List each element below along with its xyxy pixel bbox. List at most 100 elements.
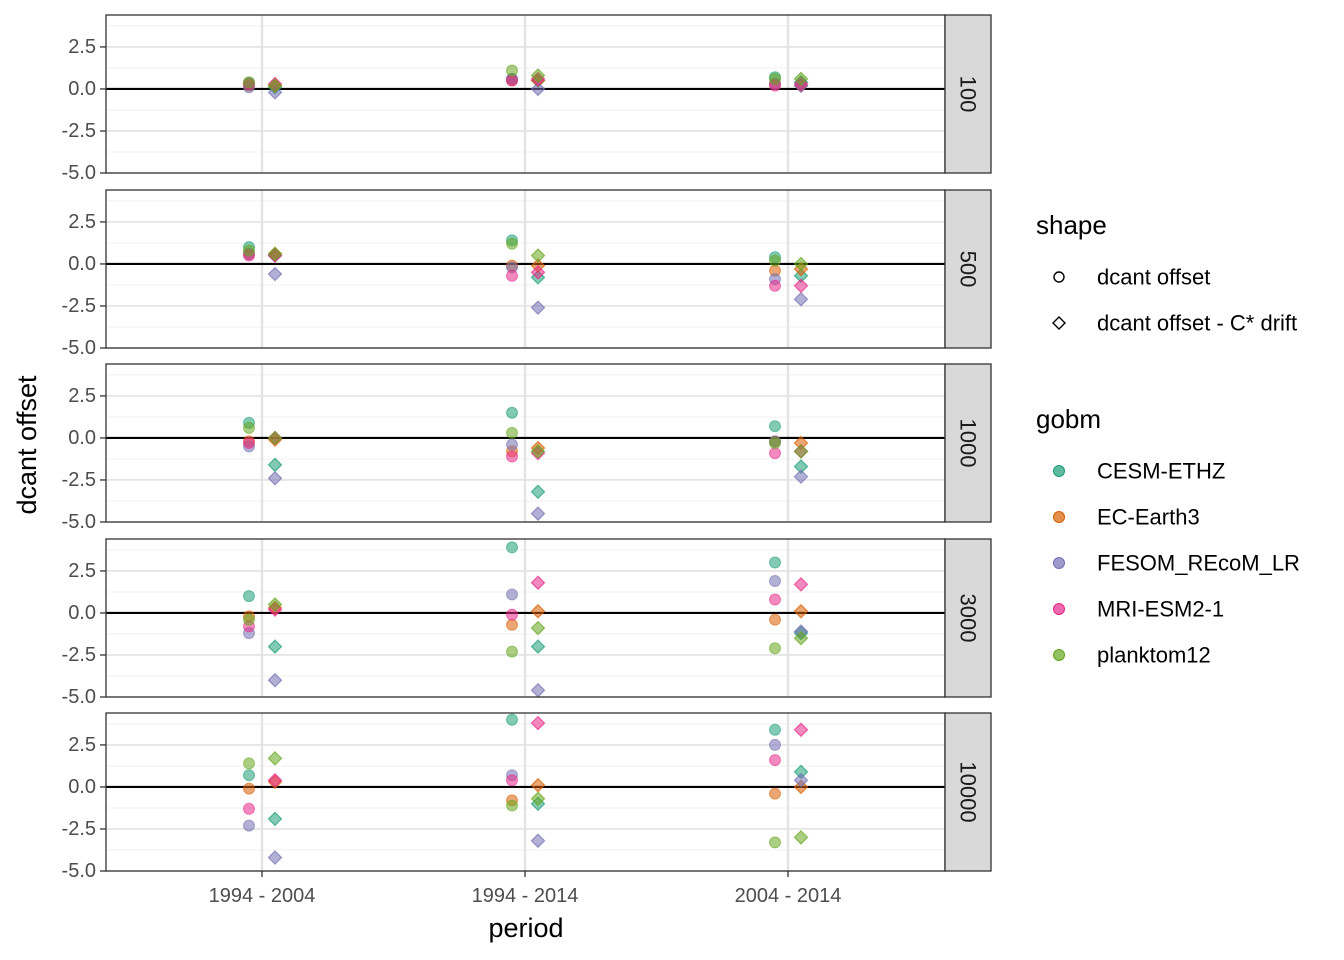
data-point-circle <box>506 64 518 77</box>
data-point-circle <box>769 254 781 267</box>
facet-strip-label: 3000 <box>956 594 981 643</box>
facet-panel-500: 500 -5.0 -2.5 0.0 2.5 <box>62 189 992 359</box>
data-point-diamond <box>793 444 809 459</box>
data-point-circle <box>243 590 255 603</box>
data-point-circle <box>506 438 518 451</box>
data-point-circle <box>243 437 255 449</box>
data-point-circle <box>769 787 781 800</box>
data-point-circle <box>769 420 781 433</box>
facet-strip <box>944 363 992 523</box>
data-point-diamond <box>793 71 809 87</box>
data-point-diamond <box>530 575 546 591</box>
legend-label: planktom12 <box>1097 643 1211 668</box>
legends: shape dcant offset dcant offset - C* drift… <box>1036 210 1300 668</box>
data-point-diamond <box>267 751 283 766</box>
legend-label: FESOM_REcoM_LR <box>1097 551 1300 576</box>
y-tick-label: -2.5 <box>62 469 96 491</box>
x-axis: 1994 - 2004 1994 - 2014 2004 - 2014 <box>209 871 842 907</box>
data-point-circle <box>506 450 518 463</box>
legend-key-color-icon <box>1053 557 1065 569</box>
data-point-circle <box>506 406 518 419</box>
data-point-circle <box>769 437 781 449</box>
facet-strip-label: 1000 <box>956 419 981 468</box>
legend-label: dcant offset - C* drift <box>1097 311 1297 336</box>
data-point-circle <box>506 269 518 282</box>
data-point-circle <box>769 593 781 606</box>
facet-panel-3000: 3000 -5.0 -2.5 0.0 2.5 <box>62 538 992 708</box>
data-point-circle <box>769 575 781 588</box>
data-point-diamond <box>530 81 546 97</box>
y-tick-label: -2.5 <box>62 120 96 142</box>
facet-strip <box>944 712 992 872</box>
data-point-circle <box>243 757 255 770</box>
y-tick-label: -5.0 <box>62 511 96 533</box>
facet-strip-label: 500 <box>956 251 981 288</box>
data-point-circle <box>769 723 781 736</box>
facet-panel-100: 100 -5.0 -2.5 0.0 2.5 <box>62 14 992 184</box>
data-point-diamond <box>267 597 283 612</box>
data-point-circle <box>769 738 781 751</box>
data-point-diamond <box>793 772 809 788</box>
data-point-circle <box>243 244 255 257</box>
legend-label: CESM-ETHZ <box>1097 459 1225 484</box>
data-point-circle <box>506 541 518 554</box>
data-point-circle <box>769 556 781 569</box>
data-point-circle <box>769 836 781 849</box>
y-tick-label: 0.0 <box>68 776 96 798</box>
facet-strip-label: 10000 <box>956 761 981 822</box>
y-tick-label: 0.0 <box>68 78 96 100</box>
legend-title: gobm <box>1036 404 1101 434</box>
data-point-diamond <box>530 639 546 654</box>
y-tick-label: 2.5 <box>68 734 96 756</box>
data-point-circle <box>506 645 518 658</box>
y-tick-label: 2.5 <box>68 36 96 58</box>
data-point-diamond <box>530 506 546 521</box>
data-point-diamond <box>530 300 546 316</box>
data-point-circle <box>769 447 781 460</box>
data-point-diamond <box>793 291 809 307</box>
y-tick-label: -5.0 <box>62 860 96 882</box>
y-axis-title: dcant offset <box>12 375 42 515</box>
y-tick-label: 0.0 <box>68 427 96 449</box>
data-point-diamond <box>530 68 546 83</box>
data-point-diamond <box>793 630 809 646</box>
y-tick-label: 0.0 <box>68 253 96 275</box>
y-tick-label: 0.0 <box>68 602 96 624</box>
data-point-circle <box>506 588 518 601</box>
data-point-diamond <box>793 278 809 294</box>
data-point-diamond <box>530 603 546 619</box>
y-tick-label: -5.0 <box>62 337 96 359</box>
legend-key-color-icon <box>1053 603 1065 615</box>
y-tick-label: 2.5 <box>68 385 96 407</box>
facet-panels: 100 -5.0 -2.5 0.0 2.5 500 -5.0 -2.5 0.0 2.5 1000 -5… <box>62 14 992 882</box>
data-point-diamond <box>267 78 283 93</box>
y-tick-label: 2.5 <box>68 211 96 233</box>
data-point-diamond <box>793 722 809 738</box>
data-point-diamond <box>793 469 809 484</box>
x-axis-title: period <box>488 913 563 943</box>
data-point-circle <box>243 802 255 815</box>
y-tick-label: -5.0 <box>62 686 96 708</box>
legend-key-circle-icon <box>1053 271 1065 283</box>
data-point-circle <box>506 237 518 250</box>
data-point-diamond <box>793 830 809 845</box>
y-tick-label: -5.0 <box>62 162 96 184</box>
data-point-diamond <box>793 603 809 619</box>
data-point-diamond <box>793 256 809 272</box>
x-tick-label: 2004 - 2014 <box>735 885 842 907</box>
data-point-diamond <box>530 833 546 849</box>
y-tick-label: -2.5 <box>62 295 96 317</box>
data-point-circle <box>506 608 518 621</box>
data-point-circle <box>243 819 255 832</box>
facet-strip <box>944 189 992 349</box>
data-point-diamond <box>267 850 283 865</box>
legend-label: MRI-ESM2-1 <box>1097 597 1224 622</box>
data-point-diamond <box>267 639 283 654</box>
legend-key-diamond-icon <box>1052 316 1066 330</box>
facet-strip-label: 100 <box>956 76 981 113</box>
legend-key-color-icon <box>1053 511 1065 523</box>
data-point-diamond <box>530 444 546 459</box>
data-point-diamond <box>530 791 546 807</box>
data-point-circle <box>769 279 781 292</box>
data-point-diamond <box>530 620 546 636</box>
